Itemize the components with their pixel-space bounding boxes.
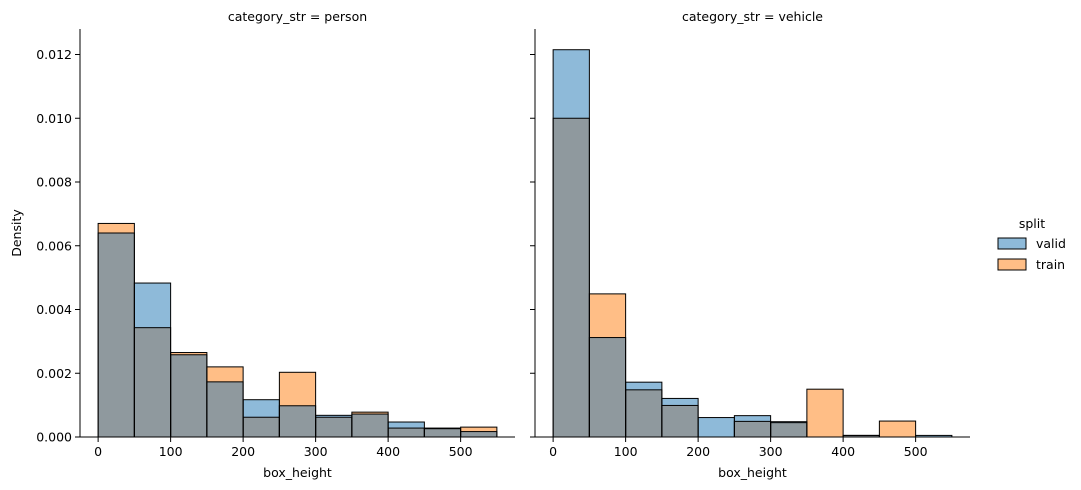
bar-overlap-bin-1 (134, 327, 171, 437)
legend-swatch-valid (997, 237, 1027, 250)
facet-panel-2: 0 100 200 300 400 500 category_str = vehicle bo… (530, 9, 970, 480)
x-tick-label: 500 (904, 444, 928, 459)
x-axis-label: box_height (263, 465, 332, 480)
bar-overlap-bin-8 (388, 428, 425, 437)
y-tick-label: 0.010 (36, 111, 72, 126)
y-tick-label: 0.000 (36, 430, 72, 445)
bar-overlap-bin-4 (243, 417, 280, 437)
bar-overlap-bin-7 (351, 414, 389, 437)
x-tick-label: 400 (831, 444, 855, 459)
bar-overlap-bin-0 (98, 233, 135, 437)
y-axis-label: Density (9, 209, 24, 257)
y-tick-label: 0.012 (36, 47, 72, 62)
bar-overlap-bin-0 (553, 118, 590, 437)
x-tick-label: 0 (549, 444, 557, 459)
bar-valid-bin-10 (915, 435, 952, 437)
legend-label-train: train (1036, 257, 1065, 272)
facet-panel-1: 0 100 200 300 400 500 0.000 0.002 0.004 0.006 0.00… (36, 9, 515, 480)
facet-title: category_str = vehicle (682, 9, 823, 24)
x-tick-label: 100 (614, 444, 638, 459)
bar-overlap-bin-9 (424, 428, 461, 437)
bar-train-bin-9 (879, 421, 916, 437)
bar-overlap-bin-6 (770, 422, 807, 437)
x-tick-label: 100 (159, 444, 183, 459)
bar-overlap-bin-3 (661, 405, 699, 437)
legend-title: split (1019, 216, 1045, 231)
bar-overlap-bin-8 (843, 435, 880, 437)
bar-overlap-bin-10 (460, 431, 497, 437)
y-tick-label: 0.002 (36, 366, 72, 381)
bar-overlap-bin-2 (170, 354, 207, 437)
y-tick-label: 0.008 (36, 175, 72, 190)
y-tick-label: 0.004 (36, 302, 72, 317)
bar-overlap-bin-5 (734, 421, 771, 437)
bar-train-bin-7 (806, 389, 844, 437)
legend-swatch-train (997, 258, 1027, 271)
bar-valid-bin-4 (698, 417, 735, 437)
legend-label-valid: valid (1036, 236, 1066, 251)
facet-title: category_str = person (228, 9, 367, 24)
x-axis-label: box_height (718, 465, 787, 480)
x-tick-label: 400 (376, 444, 400, 459)
y-tick-label: 0.006 (36, 238, 72, 253)
bar-overlap-bin-1 (589, 337, 626, 437)
x-tick-label: 300 (304, 444, 328, 459)
x-tick-label: 0 (94, 444, 102, 459)
bar-overlap-bin-5 (279, 405, 316, 437)
bar-overlap-bin-6 (315, 417, 352, 437)
x-tick-label: 300 (759, 444, 783, 459)
x-tick-label: 200 (231, 444, 255, 459)
x-tick-label: 500 (449, 444, 473, 459)
x-tick-label: 200 (686, 444, 710, 459)
legend: split valid train (997, 216, 1066, 272)
bar-overlap-bin-2 (625, 389, 662, 437)
bar-overlap-bin-3 (206, 381, 244, 437)
